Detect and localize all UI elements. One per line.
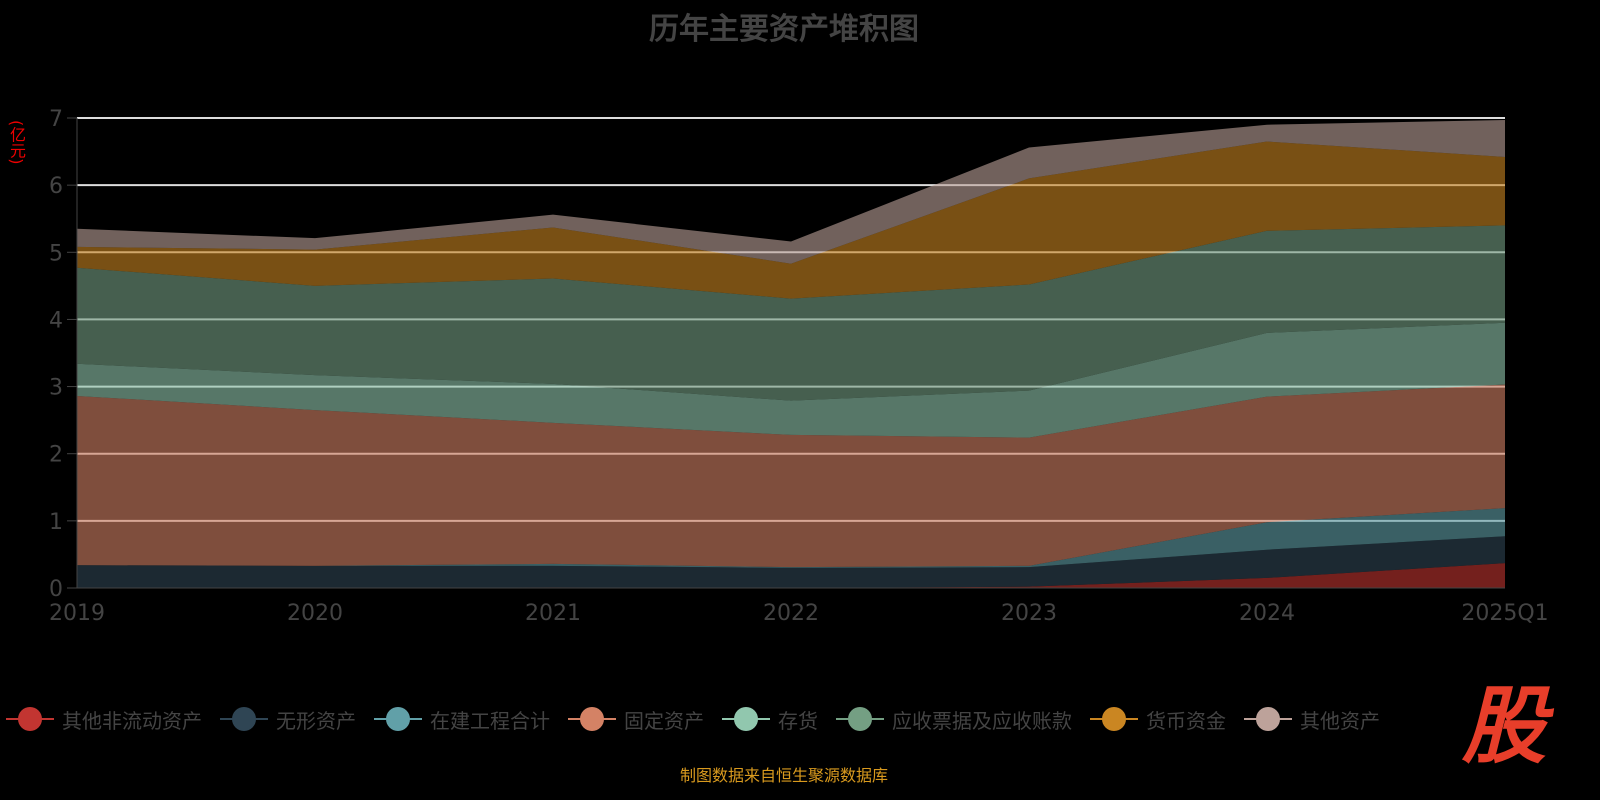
x-tick-label: 2020 [287, 601, 343, 626]
legend-item[interactable]: 货币资金 [1090, 704, 1226, 734]
y-tick-label: 7 [49, 107, 63, 132]
legend-label: 其他资产 [1300, 708, 1380, 733]
legend: 其他非流动资产 无形资产 在建工程合计 固定资产 存货 应收票据及应收账款 货币资金 其他资产 [6, 704, 1380, 734]
source-note: 制图数据来自恒生聚源数据库 [679, 766, 888, 785]
x-tick-label: 2019 [49, 601, 105, 626]
legend-label: 无形资产 [276, 708, 356, 733]
x-tick-label: 2023 [1001, 601, 1057, 626]
chart-title: 历年主要资产堆积图 [649, 12, 919, 47]
legend-marker-icon [722, 704, 770, 734]
legend-item[interactable]: 其他非流动资产 [6, 704, 202, 734]
legend-marker-icon [1244, 704, 1292, 734]
legend-label: 在建工程合计 [430, 708, 550, 733]
legend-item[interactable]: 在建工程合计 [374, 704, 550, 734]
area-series-2 [77, 508, 1505, 568]
legend-label: 其他非流动资产 [62, 708, 202, 733]
area-series-5 [77, 225, 1505, 401]
legend-item[interactable]: 应收票据及应收账款 [836, 704, 1072, 734]
x-tick-label: 2021 [525, 601, 581, 626]
legend-marker-icon [836, 704, 884, 734]
area-series-7 [77, 120, 1505, 264]
logo: 股 [1462, 677, 1547, 775]
area-series-4 [77, 322, 1505, 438]
y-tick-label: 1 [49, 510, 63, 535]
y-tick-label: 0 [49, 577, 63, 602]
legend-label: 应收票据及应收账款 [892, 708, 1072, 733]
legend-item[interactable]: 其他资产 [1244, 704, 1380, 734]
y-axis-unit: (亿元) [7, 120, 26, 165]
legend-item[interactable]: 固定资产 [568, 704, 704, 734]
x-tick-label: 2024 [1239, 601, 1295, 626]
y-tick-label: 4 [49, 308, 63, 333]
legend-marker-icon [374, 704, 422, 734]
legend-marker-icon [1090, 704, 1138, 734]
x-tick-label: 2022 [763, 601, 819, 626]
y-tick-label: 5 [49, 241, 63, 266]
y-tick-label: 3 [49, 376, 63, 401]
legend-marker-icon [220, 704, 268, 734]
area-series-0 [77, 563, 1505, 588]
area-series-3 [77, 384, 1505, 568]
legend-label: 存货 [778, 708, 818, 733]
legend-label: 固定资产 [624, 708, 704, 733]
legend-item[interactable]: 存货 [722, 704, 818, 734]
x-tick-label: 2025Q1 [1461, 601, 1548, 626]
legend-marker-icon [6, 704, 54, 734]
legend-item[interactable]: 无形资产 [220, 704, 356, 734]
area-series-1 [77, 536, 1505, 588]
legend-label: 货币资金 [1146, 708, 1226, 733]
legend-marker-icon [568, 704, 616, 734]
area-series-6 [77, 141, 1505, 299]
y-tick-label: 2 [49, 443, 63, 468]
y-tick-label: 6 [49, 174, 63, 199]
